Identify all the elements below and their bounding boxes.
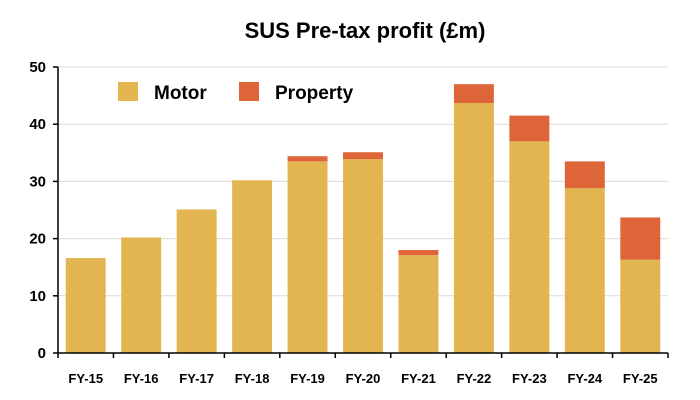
y-tick-label: 0 (38, 345, 46, 362)
x-tick-label: FY-16 (124, 371, 159, 386)
x-axis-ticks: FY-15 FY-16 FY-17 FY-18 FY-19 FY-20 FY-21 FY-22… (57, 353, 669, 386)
bar-property-fy-25 (620, 217, 661, 260)
bar-motor-fy-22 (453, 103, 494, 353)
x-tick-label: FY-18 (235, 371, 270, 386)
x-tick-label: FY-25 (623, 371, 658, 386)
x-tick-label: FY-24 (567, 371, 602, 386)
x-tick-label: FY-22 (457, 371, 492, 386)
y-tick-label: 30 (29, 173, 46, 190)
legend: Motor Property (118, 82, 354, 104)
bar-motor-fy-15 (65, 258, 106, 353)
y-tick-label: 20 (29, 231, 46, 248)
x-tick-label: FY-15 (68, 371, 103, 386)
bar-property-fy-21 (398, 250, 439, 256)
y-tick-label: 40 (29, 116, 46, 133)
bar-property-fy-22 (453, 84, 494, 104)
y-axis-ticks: 0 10 20 30 40 50 (29, 59, 58, 362)
legend-label-motor: Motor (154, 83, 207, 104)
x-tick-label: FY-23 (512, 371, 547, 386)
bar-motor-fy-20 (343, 159, 383, 353)
bar-motor-fy-23 (509, 141, 550, 353)
bar-motor-fy-19 (287, 161, 328, 353)
bar-motor-fy-17 (176, 209, 217, 353)
bar-property-fy-20 (343, 152, 383, 160)
bar-property-fy-23 (509, 115, 550, 142)
x-tick-label: FY-19 (290, 371, 325, 386)
bar-motor-fy-25 (620, 259, 661, 353)
x-tick-label: FY-20 (346, 371, 381, 386)
y-tick-label: 50 (29, 59, 46, 76)
legend-swatch-motor (118, 82, 138, 101)
bars (65, 84, 661, 353)
bar-motor-fy-16 (121, 237, 162, 353)
y-tick-label: 10 (29, 288, 46, 305)
legend-swatch-property (239, 82, 259, 101)
x-tick-label: FY-21 (401, 371, 436, 386)
legend-label-property: Property (275, 83, 354, 104)
x-tick-label: FY-17 (179, 371, 214, 386)
bar-motor-fy-21 (398, 255, 439, 353)
bar-property-fy-24 (564, 161, 605, 189)
bar-motor-fy-18 (232, 180, 273, 353)
axes (57, 67, 668, 354)
bar-motor-fy-24 (564, 188, 605, 353)
chart-title: SUS Pre-tax profit (£m) (245, 18, 486, 43)
bar-property-fy-19 (287, 156, 328, 162)
